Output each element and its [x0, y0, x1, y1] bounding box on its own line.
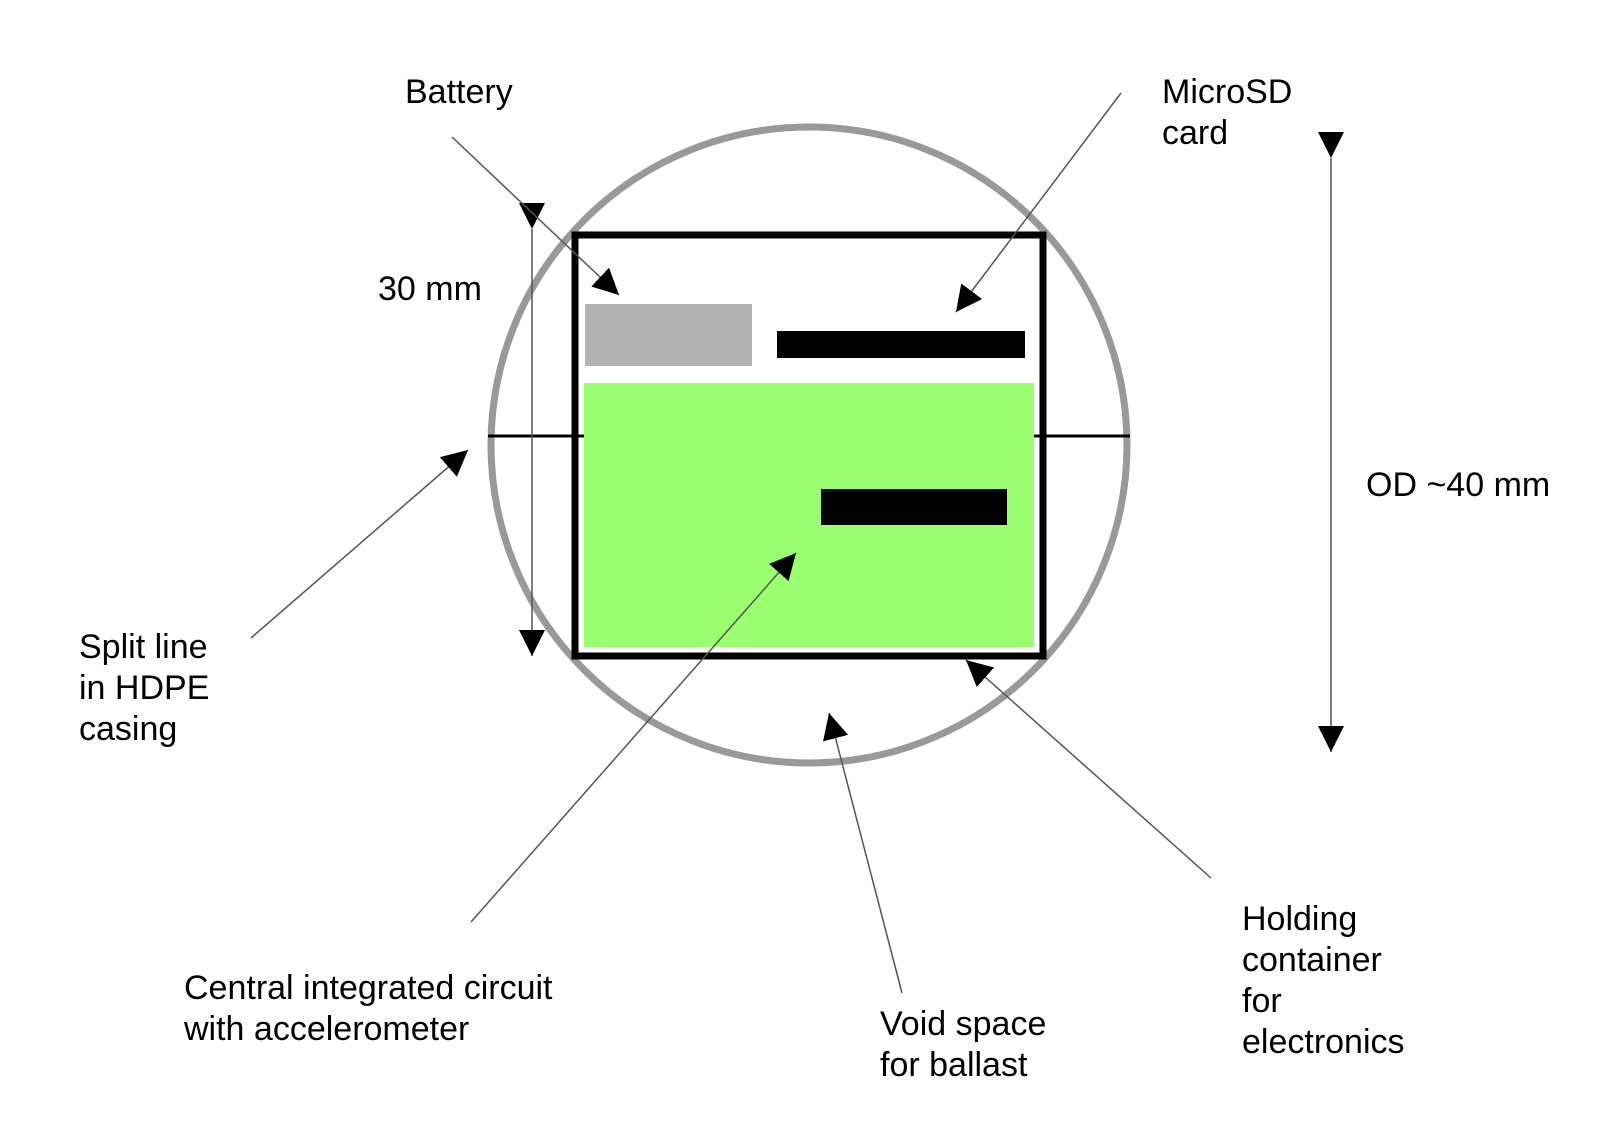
holding-container-label-line-3: for — [1242, 981, 1405, 1022]
container-leader — [966, 660, 1211, 878]
split-line-label-line-3: casing — [79, 709, 209, 750]
void-space-label: Void spacefor ballast — [880, 1004, 1046, 1086]
circuit-label-line-1: Central integrated circuit — [184, 968, 553, 1009]
circuit-label: Central integrated circuitwith accelerom… — [184, 968, 553, 1050]
outer-dimension-label: OD ~40 mm — [1366, 465, 1550, 506]
circuit-label-line-2: with accelerometer — [184, 1009, 553, 1050]
split-line-label-line-1: Split line — [79, 627, 209, 668]
holding-container-label-line-4: electronics — [1242, 1022, 1405, 1063]
split-line-label-line-2: in HDPE — [79, 668, 209, 709]
holding-container-label-line-2: container — [1242, 940, 1405, 981]
microsd-label-line-2: card — [1162, 113, 1292, 154]
microsd-label-line-1: MicroSD — [1162, 72, 1292, 113]
outer-dimension-label-line-1: OD ~40 mm — [1366, 465, 1550, 506]
split-line-label: Split linein HDPEcasing — [79, 627, 209, 750]
holding-container-label: Holdingcontainerforelectronics — [1242, 899, 1405, 1063]
inner-dimension-label-line-1: 30 mm — [378, 269, 482, 310]
split-line-leader — [251, 450, 468, 638]
inner-dimension-label: 30 mm — [378, 269, 482, 310]
holding-container-label-line-1: Holding — [1242, 899, 1405, 940]
void-space-label-line-2: for ballast — [880, 1045, 1046, 1086]
microsd-label: MicroSDcard — [1162, 72, 1292, 154]
integrated-circuit-block — [821, 489, 1007, 525]
void-space-label-line-1: Void space — [880, 1004, 1046, 1045]
battery-label-line-1: Battery — [405, 72, 513, 113]
battery-block — [585, 304, 752, 366]
microsd-card-block — [777, 331, 1025, 358]
microsd-leader — [956, 93, 1121, 312]
battery-label: Battery — [405, 72, 513, 113]
